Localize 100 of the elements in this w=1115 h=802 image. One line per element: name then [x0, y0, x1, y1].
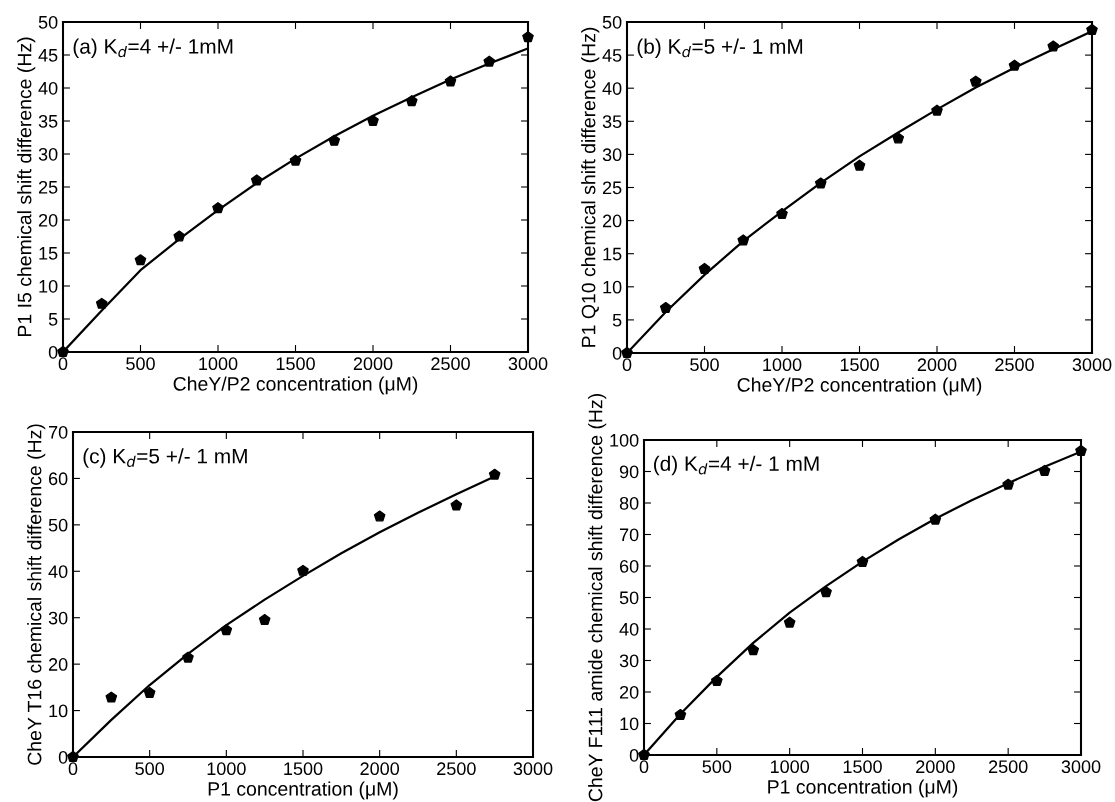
y-tick-label: 10 — [39, 279, 58, 293]
y-tick-label: 15 — [39, 247, 58, 260]
y-tick-label: 100 — [610, 433, 639, 447]
y-tick-label: 5 — [612, 314, 622, 327]
x-tick-label: 0 — [639, 760, 649, 774]
y-tick-label: 60 — [619, 559, 639, 573]
y-tick-label: 50 — [48, 518, 68, 532]
y-tick-label: 20 — [48, 658, 68, 671]
point — [856, 555, 869, 567]
y-tick-label: 70 — [619, 528, 639, 542]
x-tick-label: 3000 — [508, 357, 548, 371]
point — [711, 674, 723, 687]
x-tick-label: 0 — [68, 762, 78, 776]
y-tick-label: 25 — [602, 181, 622, 195]
point — [444, 75, 457, 87]
y-tick-label: 90 — [619, 465, 639, 479]
point — [776, 207, 788, 220]
point — [405, 95, 418, 107]
point — [853, 159, 866, 171]
y-tick-label: 25 — [38, 180, 58, 194]
y-tick-label: 0 — [612, 346, 622, 360]
point — [1008, 59, 1021, 71]
point — [892, 132, 905, 144]
point — [95, 297, 108, 309]
x-tick-label: 2500 — [988, 760, 1028, 774]
point — [737, 234, 750, 246]
annotation: (b) K$_{d}$=5 +/- 1 mM — [637, 38, 803, 58]
annotation: (a) K$_{d}$=4 +/- 1mM — [73, 38, 233, 58]
point — [105, 691, 118, 703]
x-tick-label: 1000 — [199, 357, 238, 371]
point — [289, 154, 302, 166]
y-axis-title: CheY F111 amide chemical shift difference (Hz) — [588, 394, 607, 802]
y-tick-label: 20 — [619, 685, 639, 699]
y-tick-label: 80 — [619, 496, 639, 510]
y-axis-title: P1 I5 chemical shift difference (Hz) — [17, 37, 36, 336]
x-tick-label: 3000 — [513, 762, 553, 776]
x-tick-label: 2000 — [360, 762, 400, 776]
point — [814, 177, 827, 189]
y-tick-label: 0 — [629, 748, 639, 762]
x-tick-label: 500 — [690, 358, 719, 372]
point — [250, 174, 263, 186]
x-axis-title: CheY/P2 concentration (μM) — [173, 376, 418, 395]
point — [488, 468, 501, 480]
point — [674, 708, 687, 721]
y-tick-label: 70 — [48, 425, 68, 439]
x-tick-label: 2500 — [995, 358, 1034, 372]
x-tick-label: 1500 — [840, 358, 879, 372]
y-tick-label: 40 — [619, 622, 639, 636]
point — [659, 301, 672, 314]
point — [367, 114, 379, 127]
y-tick-label: 10 — [49, 704, 68, 718]
y-tick-label: 0 — [58, 750, 68, 764]
y-tick-label: 45 — [38, 49, 58, 62]
y-tick-label: 30 — [619, 654, 639, 668]
y-tick-label: 30 — [48, 611, 68, 625]
y-tick-label: 45 — [602, 49, 622, 62]
x-tick-label: 1500 — [276, 357, 315, 371]
x-tick-label: 2000 — [917, 358, 957, 372]
point — [297, 564, 309, 576]
y-axis-title: CheY T16 chemical shift difference (Hz) — [27, 424, 46, 765]
x-tick-label: 3000 — [1061, 760, 1101, 774]
y-tick-label: 35 — [38, 114, 58, 128]
point — [931, 104, 943, 116]
y-tick-label: 50 — [602, 15, 622, 29]
point — [212, 202, 224, 214]
point — [969, 75, 982, 87]
x-tick-label: 1500 — [284, 762, 323, 776]
x-tick-label: 500 — [126, 357, 155, 371]
point — [929, 513, 942, 525]
point — [450, 499, 463, 511]
x-tick-label: 2000 — [353, 357, 393, 371]
y-tick-label: 50 — [38, 15, 58, 29]
point — [698, 262, 711, 274]
y-tick-label: 10 — [603, 280, 622, 294]
x-axis-title: P1 concentration (μM) — [768, 779, 958, 798]
annotation: (d) K$_{d}$=4 +/- 1 mM — [654, 455, 819, 476]
x-tick-label: 1000 — [763, 358, 802, 372]
point — [1086, 23, 1098, 35]
x-tick-label: 2000 — [916, 760, 955, 774]
x-tick-label: 1500 — [843, 760, 882, 774]
point — [220, 624, 233, 636]
y-tick-label: 30 — [602, 148, 622, 162]
y-tick-label: 20 — [38, 213, 58, 227]
point — [328, 134, 341, 146]
y-tick-label: 5 — [48, 313, 58, 326]
point — [820, 586, 832, 598]
point — [522, 31, 534, 43]
point — [483, 55, 496, 67]
y-tick-label: 40 — [48, 565, 68, 579]
point — [134, 254, 147, 266]
x-tick-label: 2500 — [437, 762, 476, 776]
point — [1002, 478, 1014, 490]
point — [1075, 444, 1087, 457]
x-tick-label: 500 — [702, 760, 732, 774]
point — [1038, 464, 1051, 476]
x-tick-label: 2500 — [431, 357, 470, 371]
annotation: (c) K$_{d}$=5 +/- 1 mM — [83, 448, 247, 468]
x-tick-label: 3000 — [1072, 358, 1112, 372]
x-tick-label: 1000 — [770, 760, 810, 774]
x-axis-title: CheY/P2 concentration (μM) — [737, 377, 982, 396]
